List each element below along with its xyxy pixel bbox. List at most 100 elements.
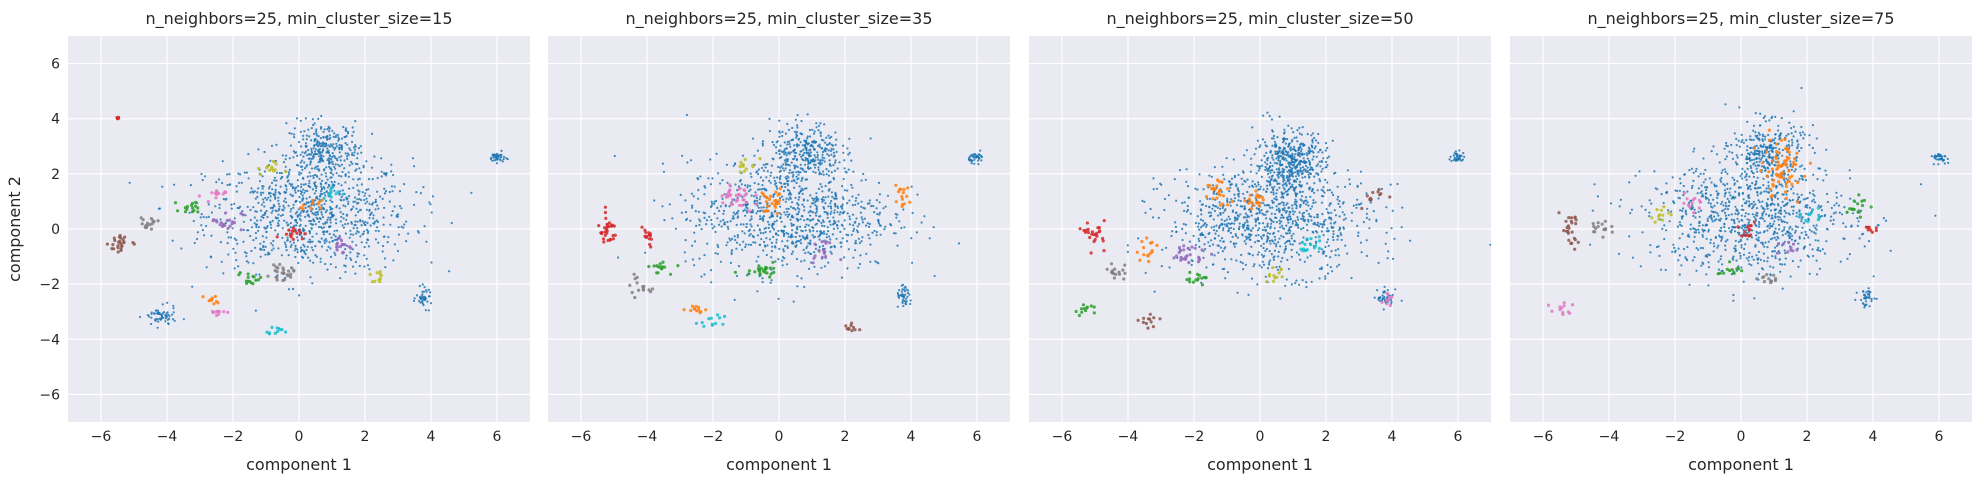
data-point [717, 172, 720, 175]
data-point [603, 210, 608, 215]
data-point [320, 114, 323, 118]
x-tick-label: 6 [493, 429, 502, 445]
x-tick-label: −2 [223, 429, 244, 445]
data-point [1325, 160, 1328, 164]
data-point [1283, 158, 1286, 161]
data-point [310, 227, 313, 230]
data-point [833, 219, 836, 222]
data-point [290, 207, 293, 211]
data-point [314, 189, 318, 192]
data-point [781, 195, 784, 198]
data-point [754, 191, 757, 194]
data-point [1281, 150, 1284, 153]
data-point [1356, 224, 1359, 227]
data-point [732, 215, 735, 218]
data-point [756, 224, 760, 227]
data-point [227, 236, 230, 239]
data-point [287, 173, 291, 176]
data-point [285, 188, 288, 191]
data-point [1400, 299, 1403, 302]
data-point [270, 211, 273, 214]
data-point [1285, 224, 1288, 227]
data-point [1288, 240, 1291, 243]
data-point [287, 204, 290, 207]
data-point [877, 219, 880, 222]
data-point [827, 195, 830, 198]
data-point [314, 214, 317, 217]
data-point [900, 195, 904, 199]
data-point [317, 240, 320, 243]
data-point [775, 232, 778, 235]
data-point [817, 168, 820, 171]
data-point [329, 255, 333, 258]
data-point [382, 223, 385, 226]
data-point [360, 183, 363, 186]
data-point [792, 158, 795, 161]
data-point [1283, 251, 1286, 254]
data-point [1313, 147, 1316, 150]
data-point [1321, 226, 1324, 229]
data-point [1196, 215, 1199, 218]
data-point [776, 193, 780, 197]
data-point [1314, 139, 1318, 142]
data-point [860, 240, 863, 243]
data-point [293, 229, 297, 233]
data-point [815, 192, 818, 195]
data-point [266, 164, 270, 168]
data-point [1267, 180, 1270, 183]
data-point [1203, 243, 1206, 246]
data-point [1268, 261, 1271, 264]
data-point [420, 296, 423, 299]
data-point [1216, 206, 1219, 209]
data-point [325, 240, 328, 243]
data-point [270, 226, 273, 229]
data-point [751, 209, 754, 212]
data-point [164, 320, 167, 323]
data-point [1458, 156, 1461, 159]
data-point [1199, 218, 1203, 221]
data-point [716, 252, 719, 255]
data-point [242, 240, 245, 243]
data-point [806, 199, 809, 202]
data-point [1316, 213, 1319, 216]
data-point [351, 240, 354, 243]
data-point [1329, 256, 1332, 259]
data-point [324, 221, 327, 224]
data-point [813, 242, 817, 246]
data-point [662, 170, 666, 173]
data-point [287, 223, 290, 226]
data-point [268, 168, 272, 172]
data-point [902, 208, 905, 211]
data-point [759, 176, 763, 179]
data-point [315, 232, 318, 235]
data-point [705, 219, 709, 222]
data-point [339, 238, 344, 243]
data-point [161, 312, 164, 315]
data-point [820, 266, 823, 269]
data-point [341, 189, 344, 192]
data-point [398, 205, 402, 208]
data-point [1158, 317, 1162, 321]
data-point [1239, 205, 1242, 208]
data-point [759, 209, 762, 212]
data-point [1269, 206, 1272, 209]
data-point [305, 138, 308, 141]
data-point [267, 187, 271, 190]
data-point [1243, 179, 1246, 182]
data-point [1454, 150, 1457, 153]
data-point [148, 222, 152, 227]
data-point [752, 236, 755, 239]
data-point [779, 205, 782, 208]
data-point [710, 223, 714, 226]
data-point [1304, 161, 1307, 164]
data-point [825, 236, 829, 239]
point-cloud [1074, 111, 1491, 330]
data-point [1277, 159, 1280, 162]
data-point [1334, 249, 1337, 252]
data-point [1318, 277, 1321, 280]
data-point [347, 153, 350, 156]
data-point [852, 170, 855, 173]
data-point [342, 125, 345, 129]
data-point [1387, 250, 1390, 253]
data-point [246, 275, 250, 279]
